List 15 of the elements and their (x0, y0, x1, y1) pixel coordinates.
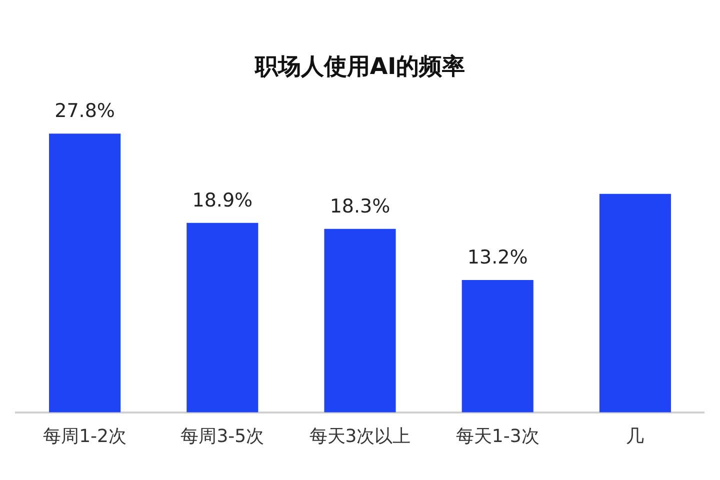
x-tick-label: 每周1-2次 (43, 426, 127, 447)
data-label: 13.2% (467, 246, 528, 268)
bar (462, 280, 534, 412)
x-tick-label: 每天3次以上 (309, 426, 411, 447)
bar (49, 134, 121, 412)
x-tick-label: 每周3-5次 (180, 426, 264, 447)
data-label: 18.9% (192, 189, 253, 212)
x-tick-label: 每天1-3次 (456, 426, 540, 447)
bar (599, 194, 671, 412)
data-label: 18.3% (330, 195, 390, 218)
x-tick-label: 几 (626, 426, 644, 447)
bar (324, 228, 396, 412)
data-label: 27.8% (54, 100, 115, 122)
bar (186, 222, 258, 412)
chart-title: 职场人使用AI的频率 (254, 52, 466, 80)
